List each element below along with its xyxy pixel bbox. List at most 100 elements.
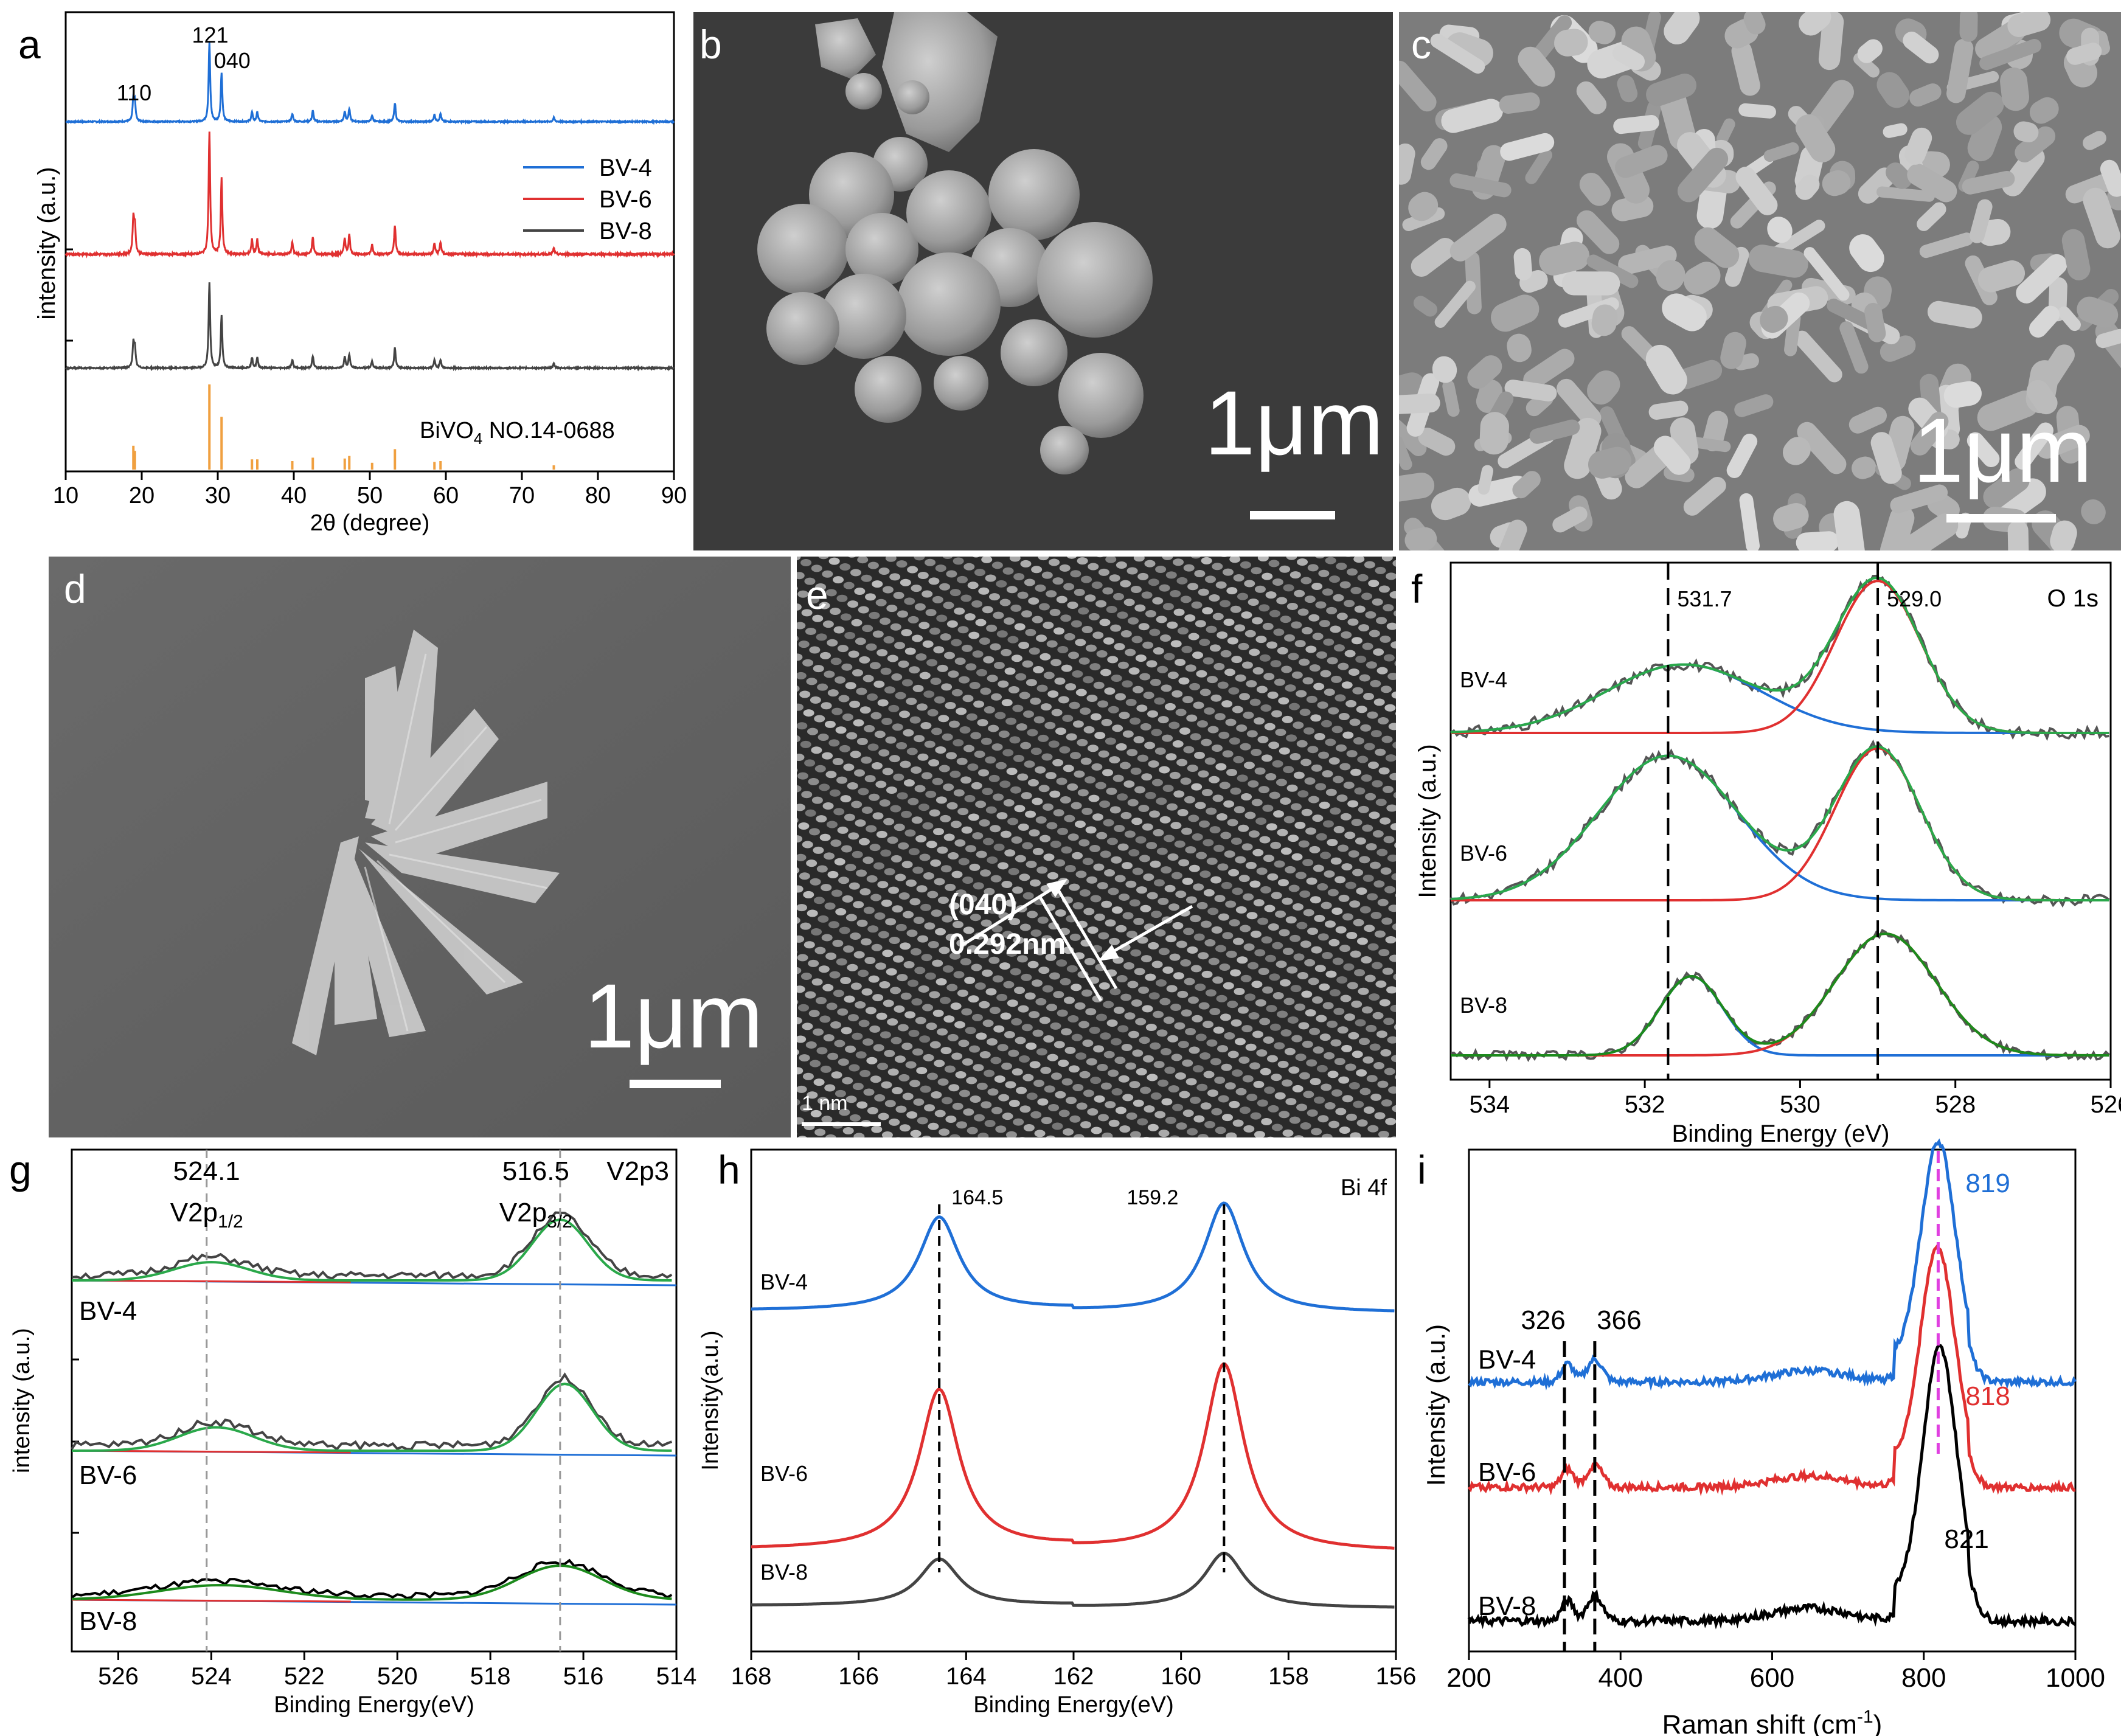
lattice-dot — [1365, 611, 1376, 619]
lattice-dot — [809, 828, 821, 836]
bi4f-series-line — [751, 1362, 1395, 1550]
sem-rod — [2026, 380, 2058, 415]
lattice-dot — [1181, 1009, 1192, 1017]
lattice-dot — [1297, 558, 1308, 566]
lattice-dot — [1166, 985, 1178, 993]
lattice-dot — [1253, 899, 1265, 907]
lattice-dot — [969, 1045, 981, 1053]
lattice-dot — [1291, 853, 1303, 861]
sem-rod — [2029, 305, 2060, 338]
lattice-dot — [1055, 1091, 1066, 1099]
lattice-dot — [874, 912, 886, 920]
lattice-dot — [827, 870, 839, 878]
lattice-dot — [1165, 1116, 1176, 1124]
fit-envelope-line — [1450, 745, 2109, 901]
reference-label: 524.1 — [173, 1156, 240, 1186]
lattice-dot — [856, 738, 868, 746]
lattice-dot — [1001, 699, 1013, 707]
lattice-dot — [820, 1065, 831, 1073]
lattice-dot — [1009, 736, 1021, 744]
lattice-dot — [955, 889, 967, 897]
lattice-dot — [1286, 602, 1298, 610]
lattice-dot — [890, 805, 901, 813]
lattice-dot — [866, 825, 877, 833]
lattice-dot — [1311, 946, 1322, 954]
lattice-dot — [911, 585, 922, 592]
lattice-dot — [797, 904, 808, 912]
lattice-dot — [972, 832, 984, 840]
lattice-dot — [1117, 1025, 1129, 1033]
lattice-dot — [991, 693, 1002, 701]
sem-rod — [1408, 192, 1439, 221]
lattice-dot — [1289, 1116, 1300, 1124]
lattice-dot — [1231, 656, 1243, 664]
lattice-dot — [1293, 721, 1304, 729]
lattice-dot — [1099, 619, 1111, 627]
lattice-dot — [870, 712, 882, 720]
lattice-dot — [984, 887, 995, 895]
lattice-dot — [1283, 816, 1295, 824]
lattice-dot — [1170, 822, 1182, 830]
sem-rod — [1576, 210, 1620, 254]
lattice-dot — [889, 573, 901, 581]
lattice-dot — [964, 976, 976, 984]
lattice-dot — [1322, 770, 1333, 778]
lattice-dot — [897, 974, 908, 982]
x-axis-label: 2θ (degree) — [310, 510, 429, 536]
lattice-dot — [1140, 955, 1152, 963]
lattice-dot — [1385, 754, 1396, 762]
arrow-line — [960, 883, 1060, 948]
lattice-dot — [1185, 1078, 1197, 1086]
chart-title: O 1s — [2047, 585, 2098, 612]
lattice-dot — [946, 620, 958, 628]
lattice-dot — [1235, 856, 1246, 864]
sem-rod — [1479, 412, 1509, 455]
lattice-dot — [890, 987, 901, 995]
series-label: BV-6 — [1478, 1457, 1536, 1487]
lattice-dot — [1283, 584, 1294, 592]
sem-rod — [1959, 12, 1978, 42]
lattice-dot — [950, 1002, 962, 1010]
lattice-dot — [1217, 1045, 1229, 1053]
lattice-dot — [904, 647, 916, 655]
lattice-dot — [819, 833, 831, 841]
lattice-dot — [1280, 1029, 1292, 1037]
lattice-dot — [1148, 942, 1159, 950]
sem-rod — [1903, 31, 1939, 64]
lattice-dot — [799, 872, 810, 880]
lattice-dot — [1277, 647, 1288, 654]
lattice-dot — [935, 746, 946, 754]
sem-rod — [1441, 99, 1503, 133]
lattice-dot — [1095, 782, 1106, 790]
lattice-dot — [1209, 826, 1221, 834]
lattice-dot — [1182, 877, 1193, 885]
lattice-dot — [1217, 631, 1228, 639]
lattice-dot — [1035, 766, 1046, 774]
sem-rod — [1977, 260, 2026, 293]
lattice-dot — [1135, 654, 1147, 662]
lattice-dot — [1335, 744, 1347, 752]
lattice-dot — [896, 560, 908, 568]
lattice-dot — [842, 1077, 853, 1085]
lattice-dot — [973, 1114, 985, 1122]
lattice-dot — [1308, 796, 1319, 804]
lattice-dot — [1268, 560, 1280, 568]
lattice-dot — [830, 1021, 842, 1029]
lattice-dot — [1286, 966, 1298, 974]
series-label: BV-6 — [79, 1460, 137, 1490]
lattice-dot — [850, 932, 861, 940]
lattice-dot — [946, 570, 957, 578]
lattice-dot — [1390, 641, 1396, 649]
lattice-dot — [805, 991, 816, 999]
lattice-dot — [1042, 985, 1054, 993]
lattice-dot — [1122, 680, 1133, 688]
lattice-dot — [1085, 1008, 1097, 1016]
sem-rod — [1525, 148, 1553, 184]
lattice-dot — [1330, 625, 1341, 633]
lattice-dot — [1134, 604, 1146, 612]
lattice-dot — [1144, 741, 1156, 749]
lattice-dot — [1158, 1130, 1170, 1137]
lattice-dot — [935, 564, 946, 572]
lattice-dot — [977, 951, 989, 959]
lattice-dot — [917, 935, 929, 943]
